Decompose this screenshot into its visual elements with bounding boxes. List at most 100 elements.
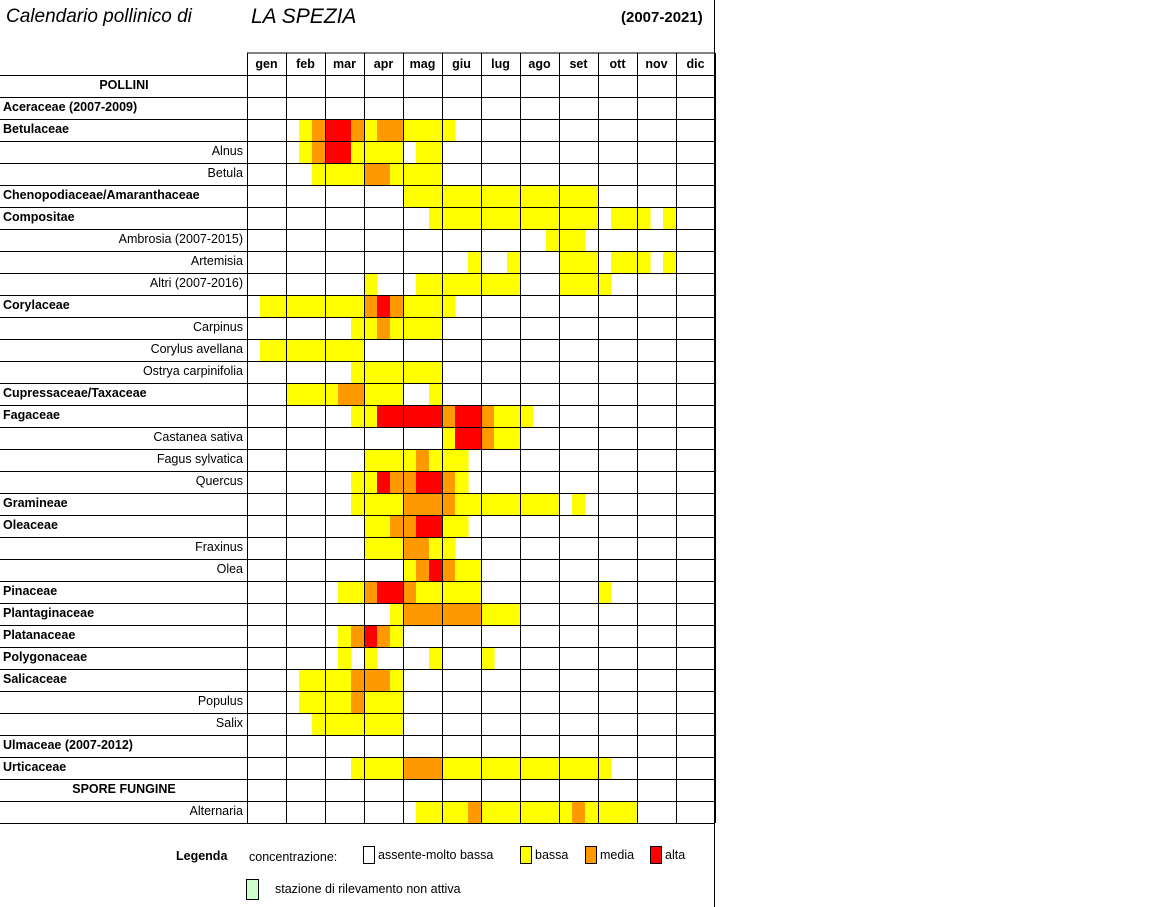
row-label: Salicaceae bbox=[3, 672, 67, 686]
heatmap-cell bbox=[546, 493, 560, 515]
heatmap-cell bbox=[377, 493, 391, 515]
heatmap-cell bbox=[611, 801, 625, 823]
heatmap-cell bbox=[390, 515, 404, 537]
heatmap-cell bbox=[416, 493, 430, 515]
heatmap-cell bbox=[455, 515, 469, 537]
heatmap-cell bbox=[533, 757, 547, 779]
heatmap-cell bbox=[364, 163, 378, 185]
row-label: Alternaria bbox=[189, 804, 244, 818]
month-label: feb bbox=[296, 57, 315, 71]
heatmap-cell bbox=[364, 471, 378, 493]
legend-swatch-absent bbox=[363, 846, 375, 864]
heatmap-cell bbox=[481, 405, 495, 427]
heatmap-cell bbox=[364, 141, 378, 163]
row-label: Populus bbox=[197, 694, 243, 708]
heatmap-cell bbox=[468, 801, 482, 823]
legend-label-medium: media bbox=[600, 848, 635, 862]
heatmap-cell bbox=[585, 185, 599, 207]
heatmap-cell bbox=[429, 537, 443, 559]
heatmap-cell bbox=[429, 295, 443, 317]
row-label: Artemisia bbox=[190, 254, 243, 268]
heatmap-cell bbox=[312, 339, 326, 361]
heatmap-cell bbox=[429, 185, 443, 207]
heatmap-cell bbox=[338, 713, 352, 735]
heatmap-cell bbox=[299, 119, 313, 141]
heatmap-cell bbox=[624, 801, 638, 823]
heatmap-cell bbox=[390, 713, 404, 735]
heatmap-cell bbox=[416, 273, 430, 295]
heatmap-cell bbox=[403, 405, 417, 427]
heatmap-cell bbox=[403, 757, 417, 779]
heatmap-cell bbox=[390, 691, 404, 713]
heatmap-cell bbox=[429, 273, 443, 295]
heatmap-cell bbox=[572, 801, 586, 823]
heatmap-cell bbox=[429, 559, 443, 581]
heatmap-cell bbox=[494, 273, 508, 295]
heatmap-cell bbox=[455, 493, 469, 515]
heatmap-cell bbox=[390, 537, 404, 559]
heatmap-cell bbox=[585, 801, 599, 823]
heatmap-cell bbox=[559, 207, 573, 229]
heatmap-cell bbox=[364, 361, 378, 383]
heatmap-cell bbox=[455, 757, 469, 779]
heatmap-cell bbox=[403, 163, 417, 185]
heatmap-cell bbox=[325, 669, 339, 691]
heatmap-cell bbox=[546, 757, 560, 779]
heatmap-cell bbox=[390, 757, 404, 779]
heatmap-cell bbox=[611, 251, 625, 273]
heatmap-cell bbox=[637, 207, 651, 229]
heatmap-cell bbox=[390, 361, 404, 383]
legend-title: Legenda bbox=[176, 849, 228, 863]
heatmap-cell bbox=[390, 493, 404, 515]
heatmap-cell bbox=[559, 229, 573, 251]
row-label: Fagus sylvatica bbox=[156, 452, 243, 466]
heatmap-cell bbox=[377, 141, 391, 163]
heatmap-cell bbox=[377, 669, 391, 691]
heatmap-cell bbox=[364, 537, 378, 559]
heatmap-cell bbox=[403, 603, 417, 625]
heatmap-cell bbox=[494, 185, 508, 207]
heatmap-cell bbox=[481, 647, 495, 669]
heatmap-cell bbox=[455, 185, 469, 207]
heatmap-cell bbox=[364, 515, 378, 537]
heatmap-cell bbox=[390, 405, 404, 427]
row-label: Salix bbox=[215, 716, 243, 730]
heatmap-cell bbox=[390, 295, 404, 317]
heatmap-cell bbox=[377, 383, 391, 405]
heatmap-cell bbox=[364, 317, 378, 339]
heatmap-cell bbox=[611, 207, 625, 229]
row-label: Plantaginaceae bbox=[3, 606, 95, 620]
calendar-title: Calendario pollinico di bbox=[6, 6, 192, 27]
heatmap-cell bbox=[338, 581, 352, 603]
row-label: Gramineae bbox=[3, 496, 68, 510]
row-label: Aceraceae (2007-2009) bbox=[3, 100, 138, 114]
heatmap-cell bbox=[442, 757, 456, 779]
heatmap-cell bbox=[403, 493, 417, 515]
heatmap-cell bbox=[520, 801, 534, 823]
heatmap-cell bbox=[507, 185, 521, 207]
heatmap-cell bbox=[351, 405, 365, 427]
heatmap-cell bbox=[403, 515, 417, 537]
row-label: POLLINI bbox=[99, 78, 149, 92]
heatmap-cell bbox=[481, 493, 495, 515]
heatmap-cell bbox=[416, 757, 430, 779]
heatmap-cell bbox=[429, 141, 443, 163]
heatmap-cell bbox=[377, 537, 391, 559]
heatmap-cell bbox=[299, 383, 313, 405]
heatmap-cell bbox=[481, 757, 495, 779]
heatmap-cell bbox=[429, 163, 443, 185]
heatmap-cell bbox=[585, 207, 599, 229]
heatmap-cell bbox=[429, 405, 443, 427]
heatmap-cell bbox=[364, 713, 378, 735]
month-label: apr bbox=[373, 57, 394, 71]
heatmap-cell bbox=[312, 383, 326, 405]
heatmap-cell bbox=[299, 339, 313, 361]
heatmap-cell bbox=[442, 471, 456, 493]
heatmap-cell bbox=[403, 449, 417, 471]
heatmap-cell bbox=[351, 295, 365, 317]
heatmap-cell bbox=[416, 361, 430, 383]
heatmap-cell bbox=[468, 581, 482, 603]
heatmap-cell bbox=[468, 251, 482, 273]
heatmap-cell bbox=[442, 801, 456, 823]
